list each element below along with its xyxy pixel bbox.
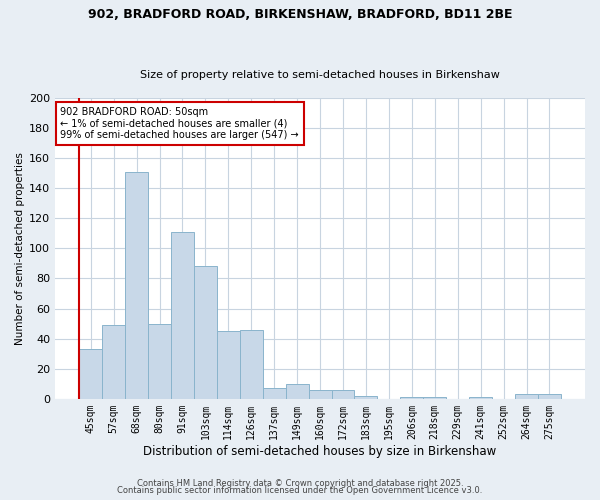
Bar — [332, 390, 355, 399]
Bar — [423, 398, 446, 399]
Text: 902, BRADFORD ROAD, BIRKENSHAW, BRADFORD, BD11 2BE: 902, BRADFORD ROAD, BIRKENSHAW, BRADFORD… — [88, 8, 512, 20]
Bar — [286, 384, 308, 399]
Bar — [217, 331, 240, 399]
Bar — [308, 390, 332, 399]
Text: 902 BRADFORD ROAD: 50sqm
← 1% of semi-detached houses are smaller (4)
99% of sem: 902 BRADFORD ROAD: 50sqm ← 1% of semi-de… — [61, 107, 299, 140]
Bar — [538, 394, 561, 399]
Bar — [148, 324, 171, 399]
Text: Contains public sector information licensed under the Open Government Licence v3: Contains public sector information licen… — [118, 486, 482, 495]
Bar — [515, 394, 538, 399]
Bar — [400, 398, 423, 399]
Bar — [263, 388, 286, 399]
Bar — [125, 172, 148, 399]
Title: Size of property relative to semi-detached houses in Birkenshaw: Size of property relative to semi-detach… — [140, 70, 500, 81]
Bar — [79, 349, 102, 399]
Bar — [171, 232, 194, 399]
Bar — [194, 266, 217, 399]
X-axis label: Distribution of semi-detached houses by size in Birkenshaw: Distribution of semi-detached houses by … — [143, 444, 497, 458]
Bar — [102, 325, 125, 399]
Bar — [469, 398, 492, 399]
Bar — [240, 330, 263, 399]
Y-axis label: Number of semi-detached properties: Number of semi-detached properties — [15, 152, 25, 345]
Bar — [355, 396, 377, 399]
Text: Contains HM Land Registry data © Crown copyright and database right 2025.: Contains HM Land Registry data © Crown c… — [137, 478, 463, 488]
